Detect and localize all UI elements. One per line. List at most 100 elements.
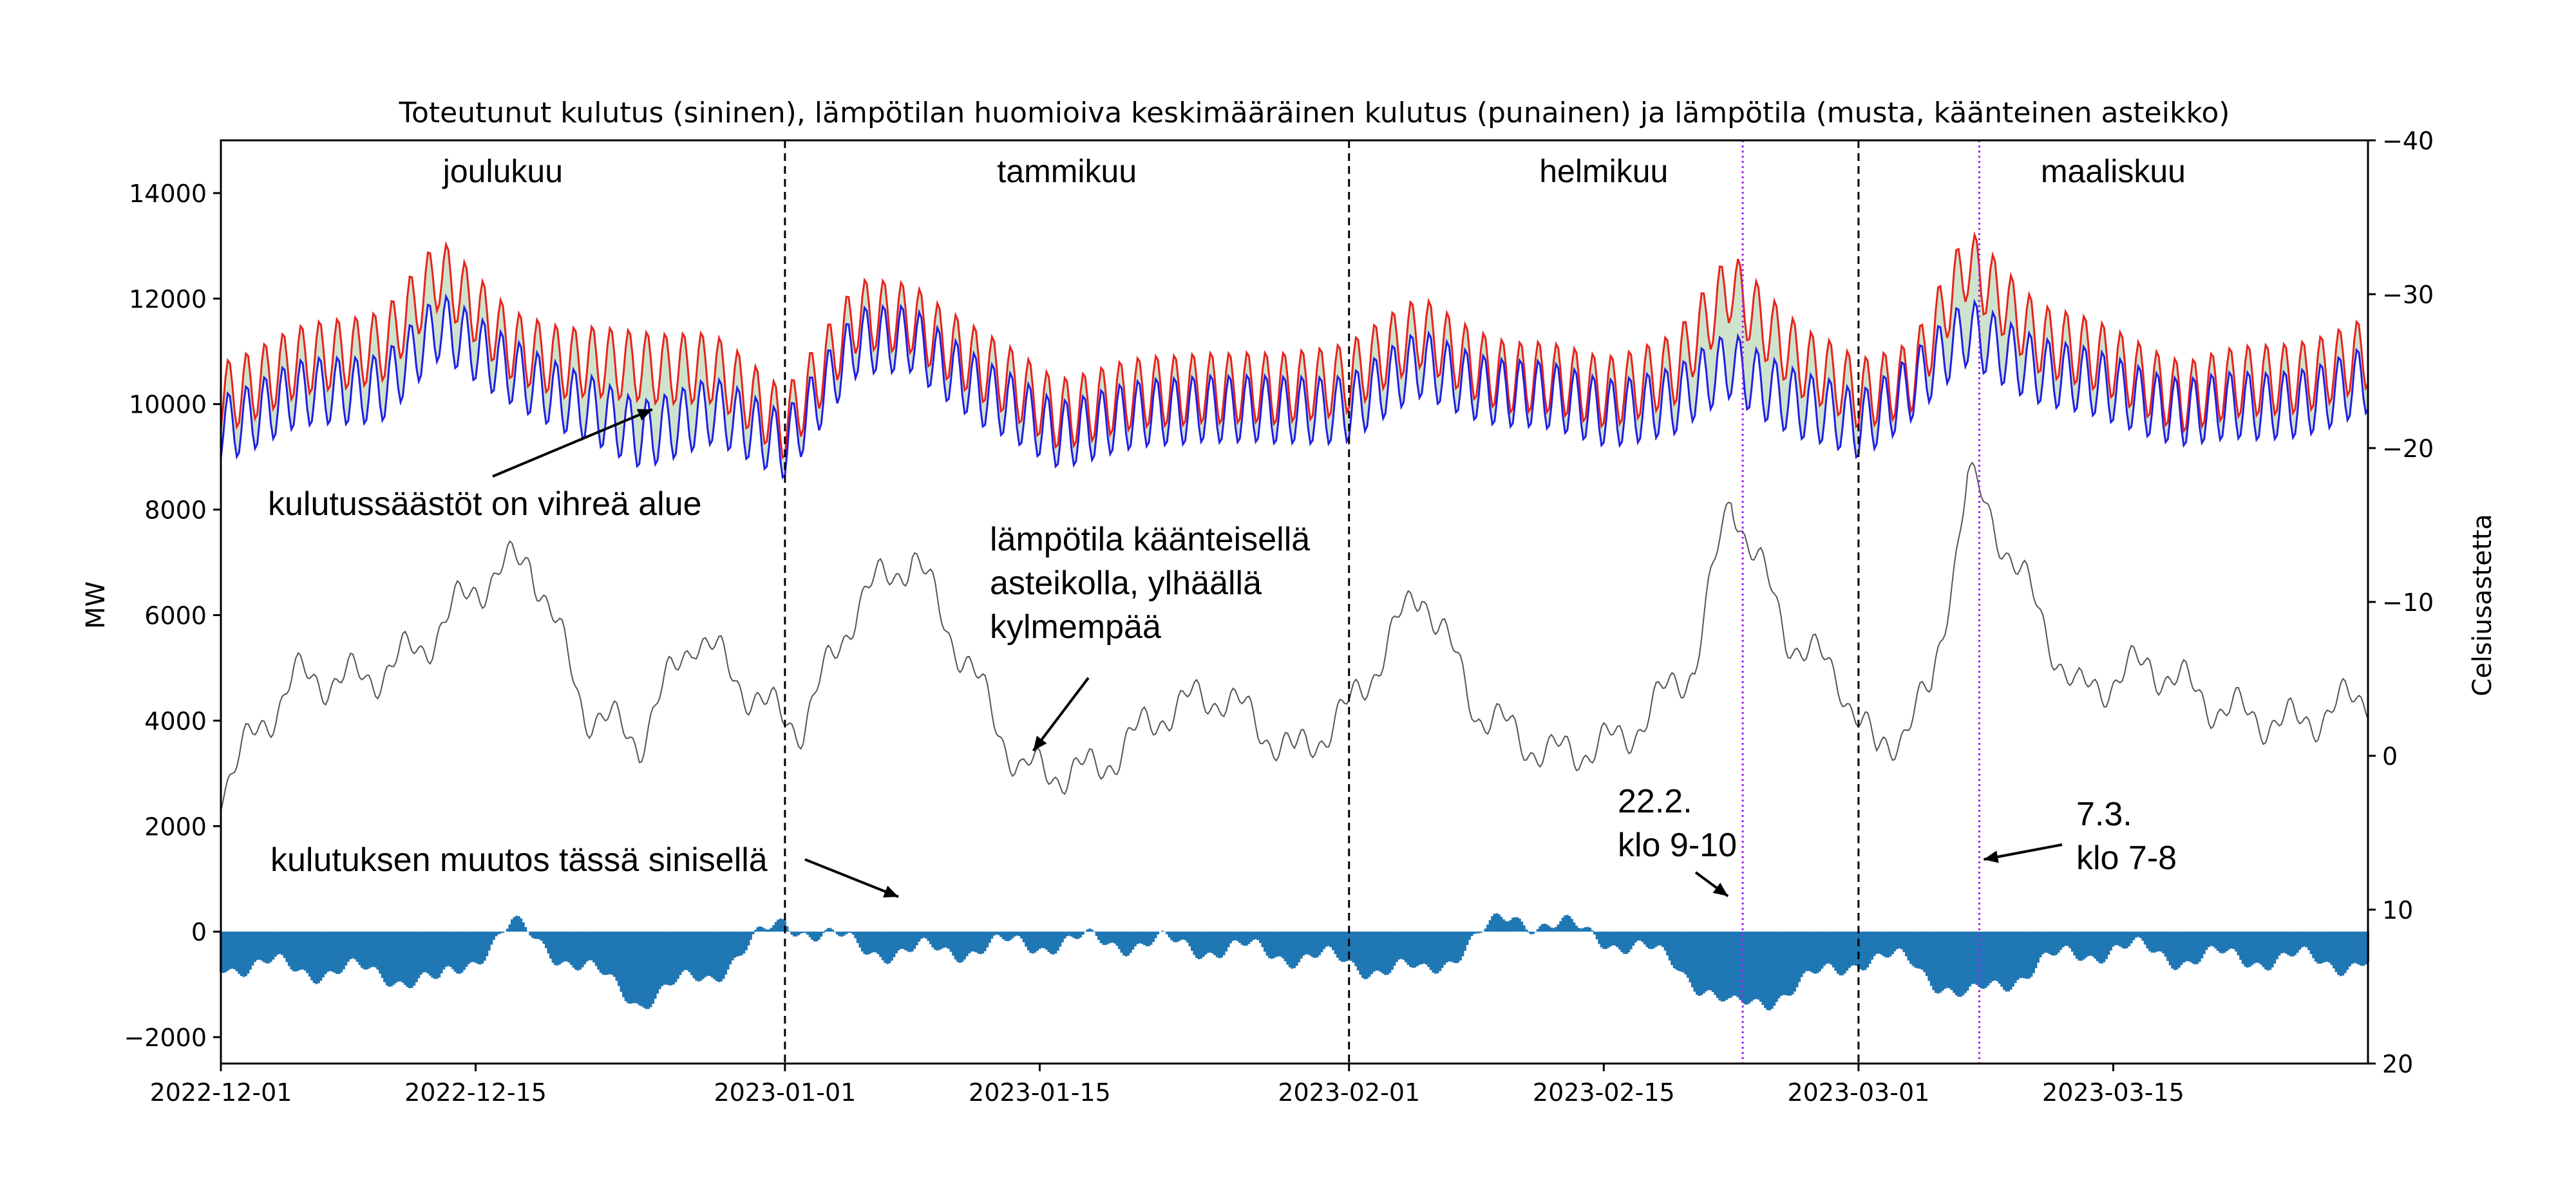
change-bar — [365, 932, 368, 970]
change-bar — [556, 932, 559, 966]
change-bar — [1243, 932, 1246, 946]
change-bar — [867, 932, 871, 955]
change-bar — [1953, 932, 1956, 993]
change-bar — [1920, 932, 1924, 970]
change-bar — [1166, 932, 1169, 935]
change-bar — [1018, 932, 1021, 937]
change-bar — [513, 917, 516, 932]
change-bar — [281, 932, 284, 955]
change-bar — [2284, 932, 2287, 954]
change-bar — [370, 932, 373, 968]
change-bar — [2221, 932, 2224, 953]
change-bar — [2107, 932, 2110, 955]
change-bar — [1859, 932, 1862, 970]
change-bar — [1638, 932, 1642, 941]
change-bar — [263, 932, 266, 962]
change-bar — [2293, 932, 2297, 955]
temperature-line — [220, 462, 2369, 811]
change-bar — [961, 932, 964, 962]
change-bar — [2230, 932, 2233, 949]
change-annotation-arrow-line — [804, 858, 899, 898]
change-bar — [1552, 928, 1555, 932]
change-bar — [1978, 932, 1981, 987]
change-bar — [904, 932, 907, 950]
change-bar — [845, 932, 848, 935]
change-bar — [404, 932, 407, 985]
change-bar — [2266, 932, 2269, 971]
change-bar — [1213, 932, 1217, 955]
highlight1-annotation-text: klo 9-10 — [1618, 827, 1737, 864]
change-bar — [2333, 932, 2336, 969]
change-bar — [2360, 932, 2363, 966]
change-bar — [2198, 932, 2201, 962]
change-bar — [929, 932, 932, 944]
change-bar — [1770, 932, 1774, 1009]
change-bar — [2177, 932, 2181, 968]
change-bar — [647, 932, 650, 1009]
change-bar — [2043, 932, 2047, 953]
x-tick-label: 2023-02-15 — [1533, 1078, 1675, 1107]
y-tick-label: 0 — [191, 918, 207, 946]
change-bar — [983, 932, 987, 952]
change-bar — [986, 932, 989, 948]
actual-consumption-line — [220, 293, 2369, 480]
y2-tick-label: 0 — [2382, 742, 2398, 771]
savings-annotation-text: kulutussäästöt on vihreä alue — [268, 485, 702, 523]
annotations: kulutussäästöt on vihreä alue lämpötila k… — [268, 408, 2177, 898]
change-bar — [656, 932, 659, 994]
change-bar — [581, 932, 584, 968]
change-bar — [1671, 932, 1674, 966]
change-bar — [567, 932, 571, 963]
change-bar — [1886, 932, 1889, 958]
change-bar — [849, 932, 853, 933]
change-annotation-arrow-head — [883, 885, 898, 897]
change-bar — [1077, 932, 1080, 939]
change-bar — [1029, 932, 1032, 953]
change-bar — [752, 932, 755, 935]
change-bar — [829, 928, 832, 932]
change-bar — [1880, 932, 1883, 955]
change-bar — [627, 932, 630, 1004]
change-bar — [1381, 932, 1385, 974]
change-bar — [458, 932, 461, 974]
change-bar — [2334, 932, 2338, 972]
change-bar — [1454, 932, 1457, 964]
change-bar — [2339, 932, 2342, 977]
change-bar — [676, 932, 679, 979]
change-bar — [1448, 932, 1451, 962]
change-bar — [372, 932, 375, 967]
change-bar — [222, 932, 225, 973]
change-bar — [1025, 932, 1028, 947]
change-bar — [1238, 932, 1242, 943]
change-bar — [824, 930, 828, 932]
change-bar — [2002, 932, 2005, 990]
change-bar — [1864, 932, 1867, 970]
change-bar — [1145, 932, 1148, 946]
change-bar — [2052, 932, 2056, 956]
change-bar — [1468, 932, 1471, 940]
change-bar — [1657, 932, 1660, 946]
y2-tick-label: −20 — [2382, 435, 2434, 463]
change-bar — [638, 932, 641, 1006]
change-bar — [1273, 932, 1276, 959]
change-bar — [1595, 932, 1598, 940]
y-tick-label: 6000 — [144, 601, 207, 630]
change-bar — [2027, 932, 2031, 979]
change-bar — [1914, 932, 1917, 968]
change-bar — [747, 932, 750, 946]
change-bar — [1341, 932, 1344, 962]
change-bar — [1129, 932, 1132, 953]
change-bar — [1311, 932, 1314, 957]
temperature-annotation-arrow-head — [1033, 735, 1047, 751]
change-bar — [1443, 932, 1446, 965]
change-bar — [792, 932, 795, 937]
change-bar — [665, 932, 668, 985]
change-bar — [2321, 932, 2324, 963]
change-bar — [495, 932, 498, 937]
change-bar — [2121, 932, 2124, 948]
change-bar — [1397, 932, 1401, 960]
change-bar — [822, 932, 825, 933]
change-bar — [1989, 932, 1992, 984]
change-bar — [1193, 932, 1196, 955]
change-bar — [2257, 932, 2260, 963]
